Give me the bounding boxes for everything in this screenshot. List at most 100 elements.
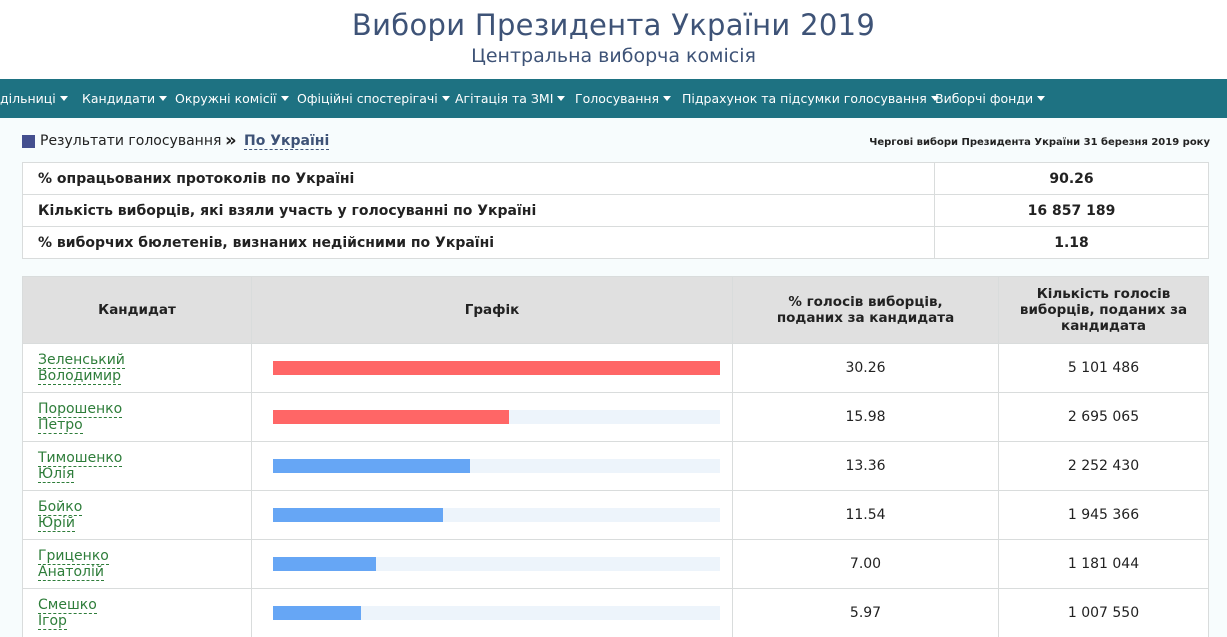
caret-down-icon xyxy=(557,96,566,101)
site-header: Вибори Президента України 2019 Центральн… xyxy=(0,0,1227,79)
chart-cell xyxy=(251,343,733,393)
summary-value: 90.26 xyxy=(934,162,1209,195)
bar-fill xyxy=(273,410,510,424)
pct-cell: 13.36 xyxy=(732,441,999,491)
candidate-second-line[interactable]: Юлія xyxy=(38,466,75,483)
chart-cell xyxy=(251,490,733,540)
pct-cell: 7.00 xyxy=(732,539,999,589)
pct-cell: 15.98 xyxy=(732,392,999,442)
bar-track xyxy=(273,508,720,522)
nav-item-polling-stations[interactable]: дільниці xyxy=(0,79,68,118)
nav-item-counting-results[interactable]: Підрахунок та підсумки голосування xyxy=(682,79,939,118)
candidate-second-line[interactable]: Ігор xyxy=(38,613,67,630)
nav-item-label: Офіційні спостерігачі xyxy=(297,91,438,106)
table-row: Бойко Юрій 11.54 1 945 366 xyxy=(22,490,1209,540)
summary-label: Кількість виборців, які взяли участь у г… xyxy=(22,194,935,227)
candidate-cell: Порошенко Петро xyxy=(22,392,252,442)
pct-cell: 30.26 xyxy=(732,343,999,393)
results-table: Кандидат Графік % голосів виборців, пода… xyxy=(22,276,1209,637)
chart-cell xyxy=(251,441,733,491)
nav-item-election-funds[interactable]: Виборчі фонди xyxy=(935,79,1046,118)
nav-item-label: Голосування xyxy=(575,91,660,106)
nav-item-label: Виборчі фонди xyxy=(935,91,1034,106)
breadcrumb-current-link[interactable]: По Україні xyxy=(244,133,330,150)
nav-item-label: Кандидати xyxy=(82,91,156,106)
caret-down-icon xyxy=(1037,96,1046,101)
candidate-second-line[interactable]: Володимир xyxy=(38,368,122,385)
header-count: Кількість голосів виборців, поданих за к… xyxy=(998,276,1209,344)
header-chart: Графік xyxy=(251,276,733,344)
table-row: Тимошенко Юлія 13.36 2 252 430 xyxy=(22,441,1209,491)
breadcrumb: Результати голосування » По Україні Черг… xyxy=(22,130,1210,153)
caret-down-icon xyxy=(59,96,68,101)
site-title: Вибори Президента України 2019 xyxy=(351,8,876,42)
nav-item-label: Окружні комісії xyxy=(175,91,277,106)
candidate-first-line[interactable]: Зеленський xyxy=(38,352,125,369)
table-row: Порошенко Петро 15.98 2 695 065 xyxy=(22,392,1209,442)
pct-cell: 5.97 xyxy=(732,588,999,637)
pct-cell: 11.54 xyxy=(732,490,999,540)
caret-down-icon xyxy=(159,96,168,101)
bar-fill xyxy=(273,508,444,522)
summary-row: % опрацьованих протоколів по Україні 90.… xyxy=(22,162,1209,195)
summary-label: % виборчих бюлетенів, визнаних недійсним… xyxy=(22,226,935,259)
nav-item-candidates[interactable]: Кандидати xyxy=(82,79,168,118)
candidate-second-line[interactable]: Анатолій xyxy=(38,564,104,581)
nav-item-label: дільниці xyxy=(0,91,56,106)
candidate-first-line[interactable]: Тимошенко xyxy=(38,450,123,467)
nav-item-label: Агітація та ЗМІ xyxy=(455,91,554,106)
chart-cell xyxy=(251,539,733,589)
caret-down-icon xyxy=(930,96,939,101)
bar-track xyxy=(273,459,720,473)
caret-down-icon xyxy=(280,96,289,101)
table-row: Смешко Ігор 5.97 1 007 550 xyxy=(22,588,1209,637)
header-count-text: Кількість голосів виборців, поданих за к… xyxy=(1019,286,1188,334)
bar-track xyxy=(273,557,720,571)
summary-value: 1.18 xyxy=(934,226,1209,259)
election-date: Чергові вибори Президента України 31 бер… xyxy=(869,137,1210,148)
bar-fill xyxy=(273,459,471,473)
count-cell: 5 101 486 xyxy=(998,343,1209,393)
candidate-cell: Гриценко Анатолій xyxy=(22,539,252,589)
candidate-second-line[interactable]: Юрій xyxy=(38,515,75,532)
bar-track xyxy=(273,361,720,375)
site-subtitle: Центральна виборча комісія xyxy=(471,45,756,67)
bar-track xyxy=(273,410,720,424)
nav-item-voting[interactable]: Голосування xyxy=(575,79,672,118)
candidate-first-line[interactable]: Гриценко xyxy=(38,548,109,565)
summary-row: Кількість виборців, які взяли участь у г… xyxy=(22,194,1209,227)
candidate-first-line[interactable]: Смешко xyxy=(38,597,97,614)
chart-cell xyxy=(251,392,733,442)
summary-table: % опрацьованих протоколів по Україні 90.… xyxy=(22,162,1209,259)
candidate-second-line[interactable]: Петро xyxy=(38,417,83,434)
nav-item-campaigning-media[interactable]: Агітація та ЗМІ xyxy=(455,79,566,118)
summary-label: % опрацьованих протоколів по Україні xyxy=(22,162,935,195)
caret-down-icon xyxy=(441,96,450,101)
nav-item-observers[interactable]: Офіційні спостерігачі xyxy=(297,79,450,118)
candidate-cell: Бойко Юрій xyxy=(22,490,252,540)
table-row: Гриценко Анатолій 7.00 1 181 044 xyxy=(22,539,1209,589)
summary-value: 16 857 189 xyxy=(934,194,1209,227)
count-cell: 1 181 044 xyxy=(998,539,1209,589)
caret-down-icon xyxy=(663,96,672,101)
nav-item-district-commissions[interactable]: Окружні комісії xyxy=(175,79,289,118)
header-pct-text: % голосів виборців, поданих за кандидата xyxy=(776,294,955,326)
table-row: Зеленський Володимир 30.26 5 101 486 xyxy=(22,343,1209,393)
candidate-cell: Тимошенко Юлія xyxy=(22,441,252,491)
count-cell: 1 945 366 xyxy=(998,490,1209,540)
candidate-first-line[interactable]: Бойко xyxy=(38,499,83,516)
candidate-cell: Зеленський Володимир xyxy=(22,343,252,393)
results-header-row: Кандидат Графік % голосів виборців, пода… xyxy=(22,276,1209,344)
nav-item-label: Підрахунок та підсумки голосування xyxy=(682,91,927,106)
header-candidate: Кандидат xyxy=(22,276,252,344)
bar-fill xyxy=(273,557,377,571)
bar-fill xyxy=(273,361,720,375)
candidate-cell: Смешко Ігор xyxy=(22,588,252,637)
count-cell: 2 252 430 xyxy=(998,441,1209,491)
chart-cell xyxy=(251,588,733,637)
double-chevron-icon: » xyxy=(225,130,237,151)
main-navbar: дільниці Кандидати Окружні комісії Офіці… xyxy=(0,79,1227,118)
count-cell: 1 007 550 xyxy=(998,588,1209,637)
bar-fill xyxy=(273,606,362,620)
candidate-first-line[interactable]: Порошенко xyxy=(38,401,123,418)
